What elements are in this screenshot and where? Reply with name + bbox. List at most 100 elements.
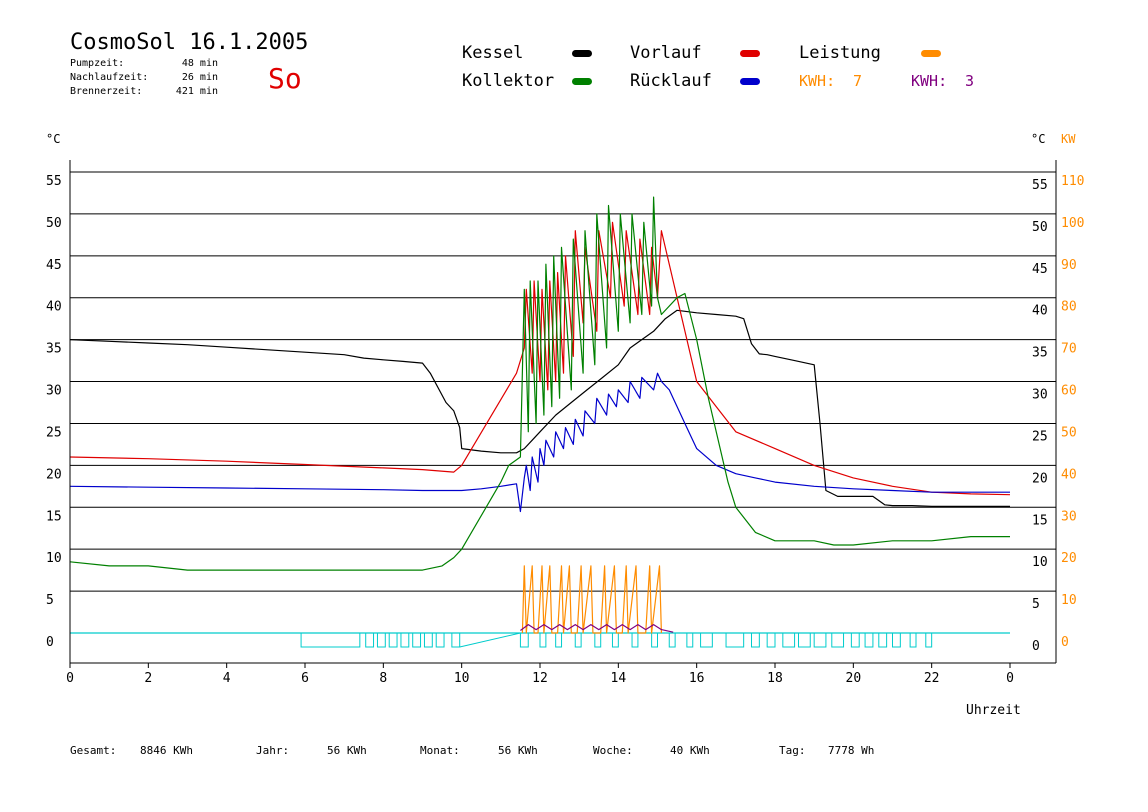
x-tick-label: 0 bbox=[1006, 671, 1014, 686]
y-tick-label-right2: 80 bbox=[1061, 300, 1077, 315]
legend-label-ruecklauf: Rücklauf bbox=[630, 71, 712, 91]
status-block bbox=[751, 632, 760, 648]
footer-monat-label: Monat: bbox=[420, 744, 460, 757]
y-tick-label-right: 15 bbox=[1032, 513, 1048, 528]
y-tick-label-left: 0 bbox=[46, 635, 54, 650]
series-line-kessel bbox=[69, 309, 1010, 507]
status-block bbox=[594, 632, 602, 648]
kwh-label-2: KWH: bbox=[911, 72, 948, 90]
y-tick-label-right: 0 bbox=[1032, 639, 1040, 654]
status-block bbox=[878, 632, 888, 648]
axes bbox=[69, 160, 1057, 668]
legend-swatch-leistung bbox=[921, 50, 941, 57]
series-line-leistung bbox=[521, 565, 662, 634]
y-tick-label-left: 30 bbox=[46, 384, 62, 399]
series-line-vorlauf bbox=[69, 221, 1011, 496]
y-tick-label-right2: 100 bbox=[1061, 216, 1084, 231]
status-block bbox=[725, 632, 745, 648]
y-tick-label-right: 30 bbox=[1032, 388, 1048, 403]
status-block bbox=[435, 632, 445, 648]
legend-label-leistung: Leistung bbox=[799, 43, 881, 63]
kwh-value-1: 7 bbox=[853, 72, 863, 90]
x-tick-label: 18 bbox=[767, 671, 783, 686]
y-tick-label-right2: 20 bbox=[1061, 551, 1077, 566]
status-block bbox=[925, 632, 933, 648]
legend-swatch-ruecklauf bbox=[740, 78, 760, 85]
status-block bbox=[611, 632, 619, 648]
legend-label-vorlauf: Vorlauf bbox=[630, 43, 702, 63]
status-block bbox=[766, 632, 776, 648]
status-block bbox=[388, 632, 398, 648]
y-tick-label-right: 50 bbox=[1032, 220, 1048, 235]
status-block bbox=[813, 632, 827, 648]
footer-monat-value: 56 KWh bbox=[498, 744, 538, 757]
kwh-label-1: KWH: bbox=[799, 72, 836, 90]
x-tick-label: 20 bbox=[846, 671, 862, 686]
status-block bbox=[451, 632, 461, 648]
status-block bbox=[519, 632, 529, 648]
y-tick-label-right2: 110 bbox=[1061, 174, 1084, 189]
y-tick-label-right: 10 bbox=[1032, 555, 1048, 570]
stat-label-nachlaufzeit: Nachlaufzeit: bbox=[70, 72, 149, 83]
stat-value-nachlaufzeit: 26 min bbox=[181, 72, 218, 83]
status-block bbox=[700, 632, 713, 648]
footer-gesamt-value: 8846 KWh bbox=[140, 744, 193, 757]
status-block bbox=[400, 632, 410, 648]
status-block bbox=[850, 632, 860, 648]
footer-jahr-label: Jahr: bbox=[256, 744, 290, 757]
y-tick-label-left: 40 bbox=[46, 300, 62, 315]
y-tick-label-right: 25 bbox=[1032, 429, 1048, 444]
y-tick-label-left: 20 bbox=[46, 467, 62, 482]
y-tick-label-right2: 30 bbox=[1061, 509, 1077, 524]
day-code: So bbox=[268, 62, 302, 95]
y-tick-label-right: 5 bbox=[1032, 597, 1040, 612]
footer-tag-label: Tag: bbox=[779, 744, 806, 757]
legend-label-kollektor: Kollektor bbox=[462, 71, 555, 91]
status-bar bbox=[70, 632, 1010, 648]
stat-value-pumpzeit: 48 min bbox=[181, 58, 218, 69]
stat-label-brennerzeit: Brennerzeit: bbox=[70, 86, 143, 97]
y-tick-label-left: 45 bbox=[46, 258, 62, 273]
status-block bbox=[539, 632, 547, 648]
y-tick-label-right2: 70 bbox=[1061, 342, 1077, 357]
y-axis-unit-right: °C bbox=[1031, 132, 1045, 146]
x-tick-label: 14 bbox=[611, 671, 627, 686]
status-block bbox=[376, 632, 386, 648]
status-block bbox=[909, 632, 917, 648]
status-block bbox=[798, 632, 811, 648]
series-lines bbox=[69, 196, 1011, 634]
x-tick-label: 12 bbox=[532, 671, 548, 686]
legend-swatch-vorlauf bbox=[740, 50, 760, 57]
status-block bbox=[423, 632, 433, 648]
stat-label-pumpzeit: Pumpzeit: bbox=[70, 58, 125, 69]
status-block bbox=[668, 632, 676, 648]
series-line-r-cklauf bbox=[69, 372, 1010, 513]
footer-woche-label: Woche: bbox=[593, 744, 633, 757]
y-tick-label-right: 55 bbox=[1032, 178, 1048, 193]
legend-swatch-kessel bbox=[572, 50, 592, 57]
x-tick-label: 8 bbox=[379, 671, 387, 686]
footer-woche-value: 40 KWh bbox=[670, 744, 710, 757]
status-block bbox=[555, 632, 563, 648]
status-block bbox=[631, 632, 639, 648]
status-link bbox=[459, 632, 521, 648]
series-line-kwh bbox=[520, 623, 674, 633]
y-tick-label-left: 15 bbox=[46, 509, 62, 524]
y-tick-label-right2: 10 bbox=[1061, 593, 1077, 608]
y-axis-unit-left: °C bbox=[46, 132, 60, 146]
status-block bbox=[831, 632, 845, 648]
y-tick-label-right2: 60 bbox=[1061, 384, 1077, 399]
chart-title: CosmoSol 16.1.2005 bbox=[70, 30, 309, 55]
x-axis-label: Uhrzeit bbox=[966, 703, 1021, 718]
status-block bbox=[892, 632, 901, 648]
status-block bbox=[365, 632, 375, 648]
footer-tag-value: 7778 Wh bbox=[828, 744, 875, 757]
y-axis-unit-right2: KW bbox=[1061, 132, 1076, 146]
footer-gesamt-label: Gesamt: bbox=[70, 744, 117, 757]
grid-lines bbox=[70, 171, 1056, 592]
status-block bbox=[412, 632, 422, 648]
stat-value-brennerzeit: 421 min bbox=[175, 86, 218, 97]
series-line-kollektor bbox=[69, 196, 1010, 571]
